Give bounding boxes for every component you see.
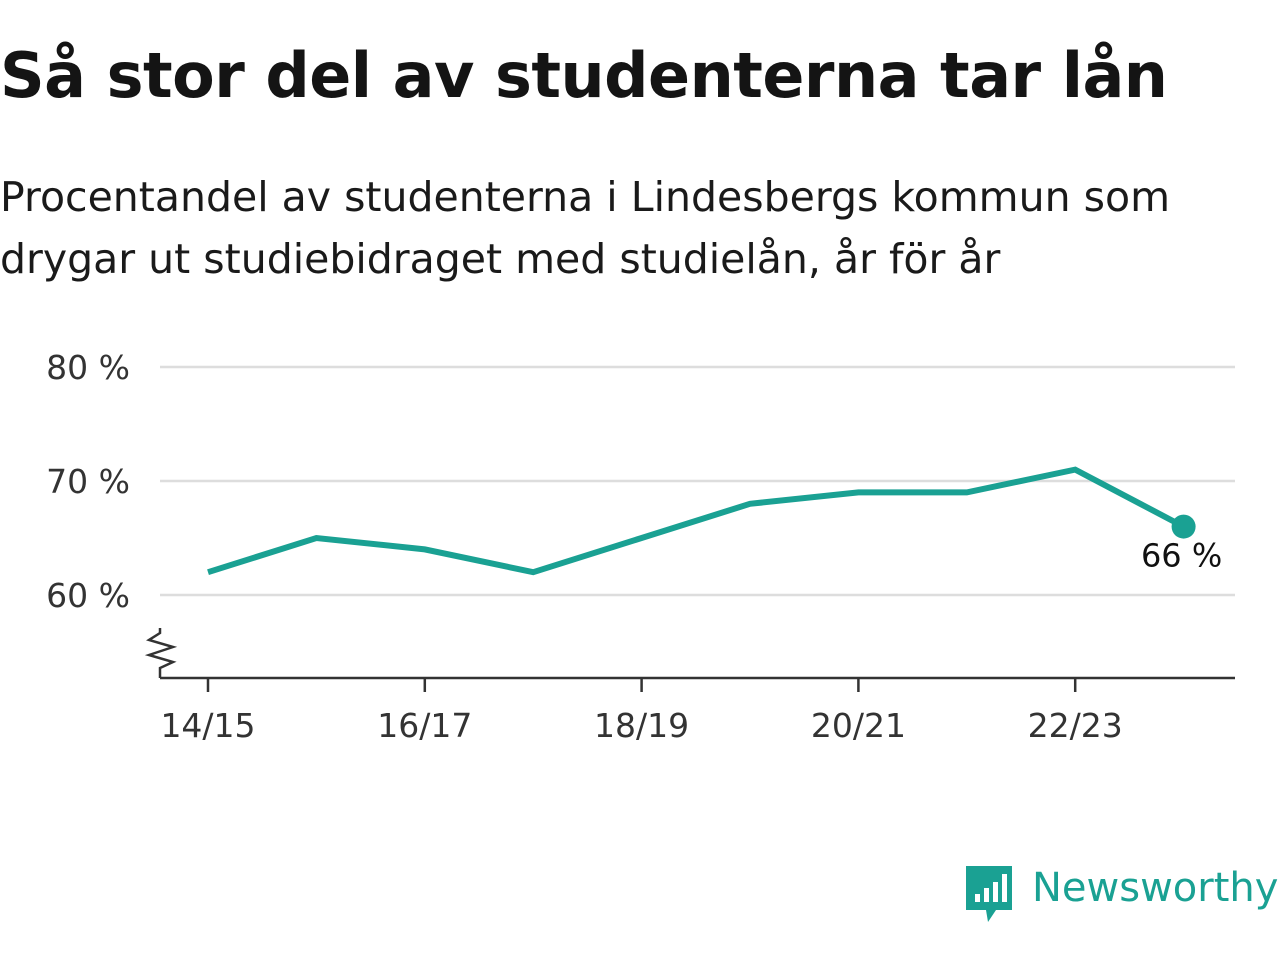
chart-subtitle: Procentandel av studenterna i Lindesberg… — [0, 173, 1171, 283]
x-tick-label: 22/23 — [1028, 706, 1123, 745]
end-value-label: 66 % — [1141, 537, 1222, 575]
brand-logo: Newsworthy — [964, 864, 1278, 926]
x-tick-label: 18/19 — [594, 706, 689, 745]
x-tick-label: 14/15 — [160, 706, 255, 745]
series-line — [207, 466, 1185, 576]
end-point-marker — [1171, 514, 1196, 539]
brand-name: Newsworthy — [1032, 865, 1279, 911]
x-tick-label: 16/17 — [377, 706, 472, 745]
line-chart: 60 % 70 % 80 % 14/15 16/17 18/19 20/21 22/23 66 … — [46, 348, 1235, 745]
y-tick-label: 60 % — [46, 576, 130, 615]
axis-break-marker — [144, 628, 178, 678]
y-tick-label: 70 % — [46, 462, 130, 501]
y-tick-label: 80 % — [46, 348, 130, 387]
chart-title: Så stor del av studenterna tar lån — [0, 39, 1168, 112]
bar-chart-speech-bubble-icon — [966, 866, 1012, 922]
x-tick-label: 20/21 — [811, 706, 906, 745]
